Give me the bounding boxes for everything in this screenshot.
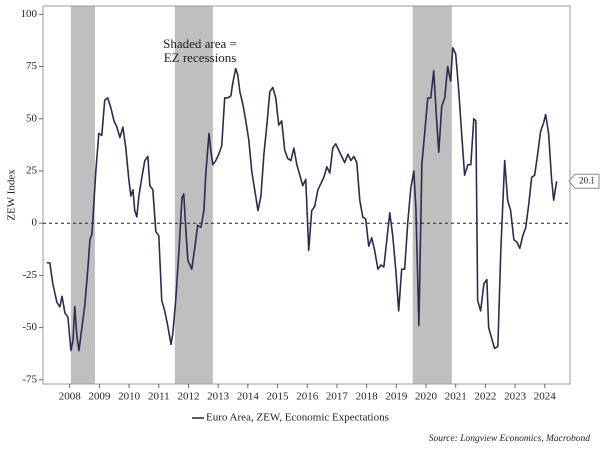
x-tick-label: 2020 xyxy=(415,391,438,403)
recession-shade xyxy=(174,6,213,384)
y-tick-label: -25 xyxy=(22,269,37,281)
last-value-label: 20.1 xyxy=(579,175,595,185)
annotation: EZ recessions xyxy=(164,50,237,65)
x-tick-label: 2014 xyxy=(237,391,260,403)
x-tick-label: 2016 xyxy=(296,391,319,403)
x-tick-label: 2011 xyxy=(148,391,170,403)
y-tick-label: 75 xyxy=(26,60,38,72)
x-tick-label: 2021 xyxy=(445,391,467,403)
x-tick-label: 2013 xyxy=(207,391,230,403)
source: Source: Longview Economics, Macrobond xyxy=(429,434,591,444)
y-tick-label: -50 xyxy=(22,321,37,333)
y-tick-label: 100 xyxy=(21,8,38,20)
x-tick-label: 2010 xyxy=(118,391,141,403)
x-tick-label: 2022 xyxy=(474,391,496,403)
x-tick-label: 2012 xyxy=(177,391,199,403)
y-tick-label: 25 xyxy=(26,165,38,177)
x-tick-label: 2018 xyxy=(356,391,379,403)
y-axis-label: ZEW Index xyxy=(6,169,18,221)
x-tick-label: 2023 xyxy=(504,391,527,403)
plot-frame xyxy=(42,5,571,385)
y-tick-label: 0 xyxy=(32,217,38,229)
x-tick-label: 2019 xyxy=(385,391,408,403)
recession-shade xyxy=(412,6,452,384)
x-tick-label: 2009 xyxy=(88,391,111,403)
x-tick-label: 2017 xyxy=(326,391,349,403)
x-tick-label: 2024 xyxy=(534,391,557,403)
y-tick-label: -75 xyxy=(22,373,37,385)
x-tick-label: 2008 xyxy=(59,391,82,403)
y-tick-label: 50 xyxy=(26,112,38,124)
annotation: Shaded area = xyxy=(163,36,237,51)
legend-label: Euro Area, ZEW, Economic Expectations xyxy=(206,412,389,424)
last-value-box xyxy=(568,173,600,189)
recession-shade xyxy=(70,6,95,384)
x-tick-label: 2015 xyxy=(267,391,290,403)
series-line xyxy=(46,46,558,352)
